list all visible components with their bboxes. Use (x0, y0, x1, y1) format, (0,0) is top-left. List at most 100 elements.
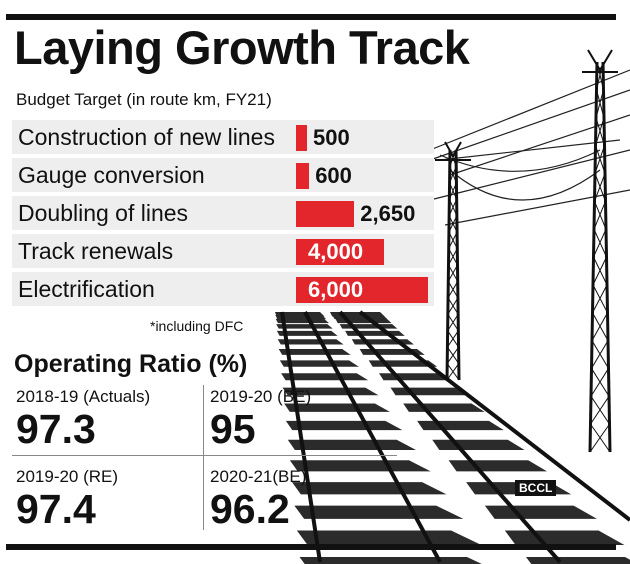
overhead-wire (439, 139, 621, 161)
operating-ratio-value: 97.4 (16, 486, 96, 532)
bar (296, 239, 384, 265)
pylon-brace (448, 199, 458, 216)
track-sleeper (526, 557, 630, 564)
track-sleeper (285, 420, 403, 431)
operating-ratio-label: 2020-21(BE) (210, 467, 307, 486)
overhead-catenary-wires (429, 69, 630, 226)
track-rail (358, 310, 630, 522)
pylon-brace (592, 284, 608, 313)
pylon-brace (448, 248, 458, 266)
track-sleeper (289, 460, 431, 472)
pylon-brace (447, 330, 459, 348)
track-sleeper (279, 360, 359, 367)
pylon-brace (594, 173, 606, 202)
track-sleeper (299, 557, 482, 564)
track-sleeper (417, 420, 504, 431)
overhead-wire (449, 114, 630, 176)
operating-ratio-divider-horizontal (12, 455, 397, 456)
pylon-brace (447, 297, 459, 315)
pylon-brace (448, 231, 458, 249)
track-sleeper (275, 315, 327, 320)
railway-tracks (275, 310, 630, 564)
bar-row: Gauge conversion 600 (12, 158, 434, 192)
track-sleeper (448, 460, 548, 472)
overhead-wire (449, 169, 601, 201)
track-sleeper (296, 530, 482, 546)
operating-ratio-value: 97.3 (16, 406, 96, 452)
pylon-brace (593, 201, 606, 230)
overhead-wire (439, 149, 601, 172)
pylon-brace (591, 340, 609, 369)
track-rail (303, 311, 442, 563)
chart-footnote: *including DFC (150, 318, 244, 334)
bar-row: Electrification 6,000 (12, 272, 434, 306)
track-sleeper (390, 387, 468, 396)
operating-ratio-value: 95 (210, 406, 256, 452)
track-sleeper (432, 439, 525, 450)
bar (296, 201, 355, 227)
bar (296, 277, 428, 303)
bar-value-label: 500 (313, 125, 350, 150)
pylon-brace (590, 396, 610, 425)
track-sleeper (294, 505, 464, 519)
top-rule (6, 14, 616, 20)
bar-value-label: 4,000 (308, 239, 364, 264)
track-sleeper (351, 339, 414, 345)
bar-category-label: Gauge conversion (18, 162, 205, 188)
operating-ratio-cell: 2018-19 (Actuals) 97.3 (16, 387, 206, 450)
track-sleeper (275, 318, 329, 324)
track-rail (280, 311, 322, 563)
chart-subtitle: Budget Target (in route km, FY21) (16, 90, 272, 109)
operating-ratio-cell: 2019-20 (BE) 95 (210, 387, 400, 450)
pylon-insulator (587, 49, 613, 72)
track-sleeper (276, 330, 338, 336)
bar-value-label: 2,650 (360, 201, 416, 226)
pylon-brace (447, 314, 459, 331)
pylon-brace (593, 228, 607, 258)
pylon-brace (592, 256, 607, 286)
bar-value-label: 600 (315, 163, 352, 188)
watermark: BCCL (515, 480, 557, 496)
pylon-brace (446, 363, 460, 381)
bar-row: Doubling of lines 2,650 (12, 196, 434, 230)
overhead-wire (429, 69, 630, 151)
pylon-brace (448, 182, 457, 200)
pylon-brace (448, 215, 458, 233)
operating-ratio-value: 96.2 (210, 486, 290, 532)
track-sleeper (284, 403, 390, 412)
track-sleeper (287, 439, 417, 450)
operating-ratio-cell: 2019-20 (RE) 97.4 (16, 467, 206, 530)
bar-row: Track renewals 4,000 (12, 234, 434, 268)
track-sleeper (504, 530, 625, 546)
track-sleeper (339, 324, 398, 329)
operating-ratio-label: 2019-20 (BE) (210, 387, 312, 406)
bar-row: Construction of new lines 500 (12, 120, 434, 154)
pylon-brace (447, 264, 458, 282)
bar-category-label: Doubling of lines (18, 200, 189, 226)
bar-category-label: Electrification (18, 276, 155, 302)
track-sleeper (276, 324, 333, 329)
bar-category-label: Construction of new lines (18, 124, 275, 150)
operating-ratio-title: Operating Ratio (%) (14, 350, 248, 378)
overhead-wire (444, 189, 630, 226)
operating-ratio-label: 2018-19 (Actuals) (16, 387, 151, 406)
operating-ratio-cell: 2020-21(BE) 96.2 (210, 467, 400, 530)
operating-ratio-divider-vertical (203, 385, 204, 530)
track-sleeper (345, 330, 405, 336)
track-sleeper (484, 505, 597, 519)
electric-pylons (435, 49, 618, 453)
track-sleeper (403, 403, 485, 412)
pylon-brace (589, 423, 610, 453)
pylon-brace (595, 89, 604, 118)
track-sleeper (282, 387, 379, 396)
bar-value-label: 6,000 (308, 277, 364, 302)
pylon-brace (590, 368, 609, 397)
track-sleeper (278, 349, 351, 355)
pylon-insulator (444, 141, 462, 159)
pylon-brace (447, 281, 459, 299)
track-sleeper (277, 339, 344, 345)
pylon-brace (591, 312, 608, 341)
bar (296, 163, 310, 189)
